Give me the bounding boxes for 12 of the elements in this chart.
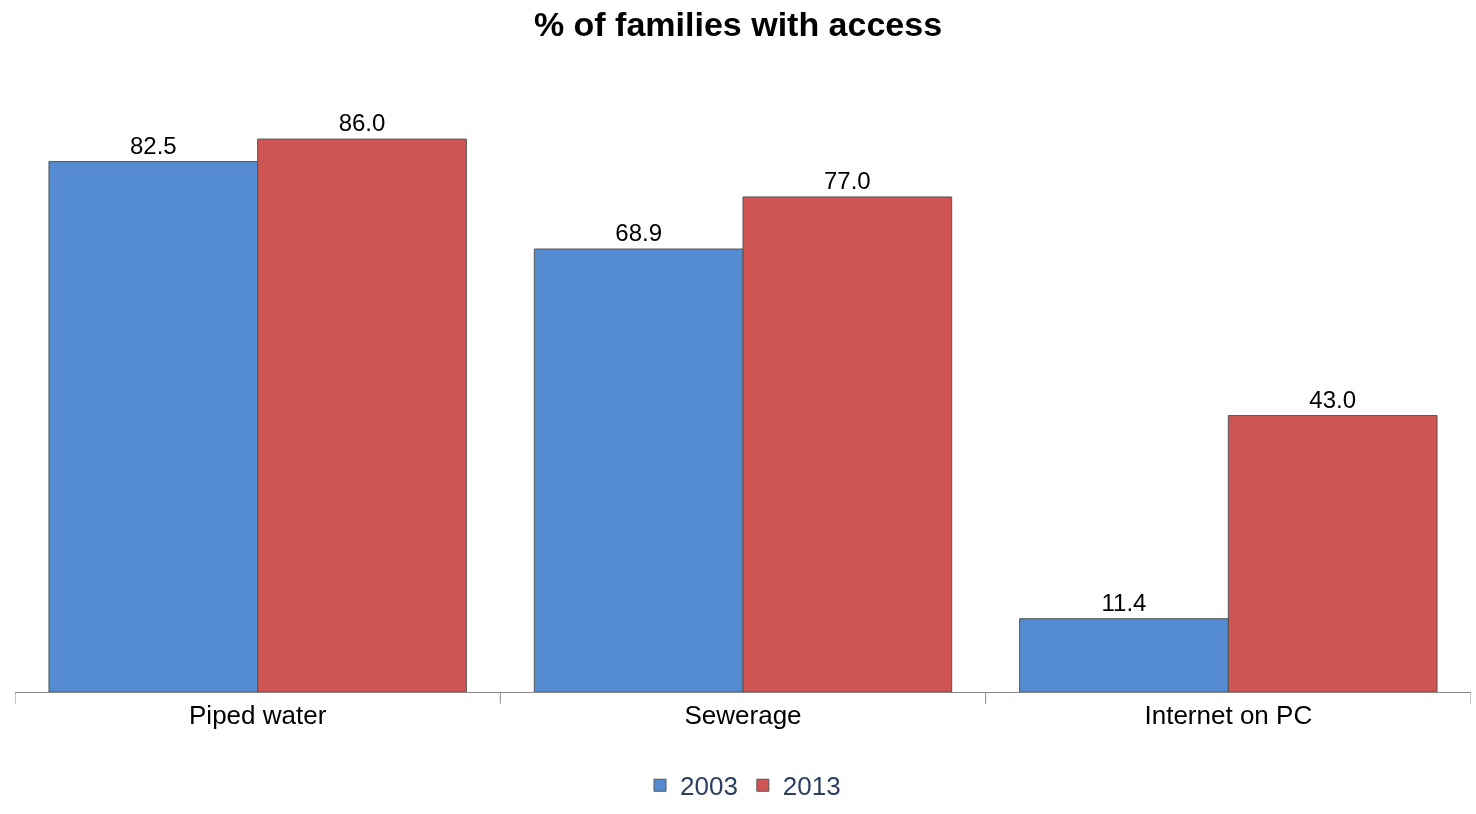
data-label: 86.0	[338, 109, 386, 137]
data-label: 77.0	[823, 166, 871, 194]
x-tick-label: Piped water	[189, 700, 327, 731]
legend-label: 2003	[680, 771, 738, 802]
legend-label: 2013	[782, 771, 841, 802]
data-label: 43.0	[1309, 385, 1357, 413]
data-label: 82.5	[129, 131, 177, 159]
x-tick-label: Sewerage	[684, 700, 802, 731]
chart-title: % of families with access	[533, 5, 943, 44]
data-label: 68.9	[615, 219, 663, 247]
data-label: 11.4	[1101, 588, 1147, 616]
x-tick-label: Internet on PC	[1144, 700, 1313, 731]
